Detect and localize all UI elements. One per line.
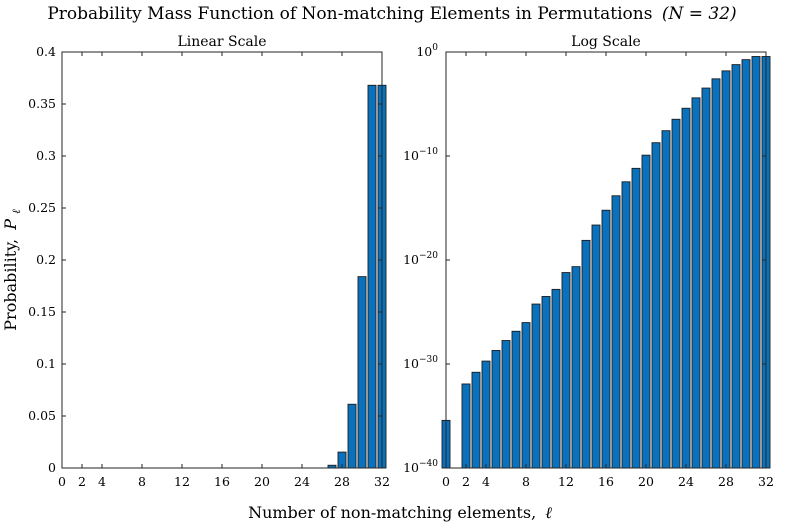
log-ytick-base: 10 <box>403 252 419 267</box>
linear-bar-30 <box>357 276 367 469</box>
log-xtick-label: 8 <box>522 474 530 489</box>
log-bar-16 <box>601 209 611 469</box>
y-axis-label-text: Probability, <box>1 239 20 331</box>
log-xtick-label: 28 <box>718 474 734 489</box>
log-xtick-label: 20 <box>638 474 654 489</box>
x-axis-label: Number of non-matching elements, ℓ <box>248 503 552 522</box>
log-bar-3 <box>471 371 481 469</box>
log-ytick-base: 10 <box>403 460 419 475</box>
linear-xtick-label: 16 <box>214 474 230 489</box>
linear-ytick-label: 0.25 <box>28 200 56 215</box>
log-ytick-exponent: −10 <box>419 147 438 157</box>
log-ytick-base: 10 <box>416 44 432 59</box>
log-xtick-label: 32 <box>758 474 774 489</box>
log-ytick-exponent: 0 <box>432 43 438 53</box>
log-bar-24 <box>681 107 691 469</box>
log-bar-20 <box>641 154 651 469</box>
log-bar-7 <box>511 330 521 469</box>
linear-bar-29 <box>347 403 357 469</box>
figure-title-math: (N = 32) <box>662 4 737 24</box>
linear-xtick-label: 4 <box>98 474 106 489</box>
log-bar-15 <box>591 224 601 469</box>
figure-title-text: Probability Mass Function of Non-matchin… <box>47 4 652 24</box>
log-ytick-exponent: −30 <box>419 355 438 365</box>
linear-ytick-label: 0.15 <box>28 304 56 319</box>
log-bar-13 <box>571 266 581 469</box>
linear-ytick-label: 0.1 <box>36 356 56 371</box>
linear-xtick-label: 2 <box>78 474 86 489</box>
log-bar-31 <box>751 56 761 469</box>
log-bar-19 <box>631 167 641 469</box>
log-xtick-label: 12 <box>558 474 574 489</box>
log-ytick-base: 10 <box>403 356 419 371</box>
log-xtick-label: 0 <box>442 474 450 489</box>
log-bar-27 <box>711 78 721 469</box>
log-bar-2 <box>461 383 471 469</box>
linear-bar-31 <box>367 84 377 469</box>
log-ytick-exponent: −20 <box>419 251 438 261</box>
linear-xtick-label: 32 <box>374 474 390 489</box>
log-ytick-label: 10−10 <box>403 147 438 163</box>
log-bar-22 <box>661 130 671 469</box>
log-bar-11 <box>551 288 561 469</box>
linear-xtick-label: 8 <box>138 474 146 489</box>
log-bar-6 <box>501 340 511 469</box>
log-bar-14 <box>581 239 591 469</box>
x-axis-label-text: Number of non-matching elements, <box>248 503 536 522</box>
linear-ytick-label: 0.4 <box>36 44 56 59</box>
linear-ytick-label: 0.2 <box>36 252 56 267</box>
log-bar-23 <box>671 118 681 469</box>
log-bar-9 <box>531 303 541 469</box>
log-xtick-label: 24 <box>678 474 694 489</box>
log-panel-title: Log Scale <box>571 34 641 50</box>
linear-panel-title: Linear Scale <box>177 34 266 50</box>
log-bar-29 <box>731 64 741 469</box>
log-bar-26 <box>701 87 711 469</box>
log-xtick-label: 4 <box>482 474 490 489</box>
log-bar-30 <box>741 59 751 469</box>
linear-ytick-label: 0 <box>48 460 56 475</box>
log-ytick-label: 10−30 <box>403 355 438 371</box>
linear-ytick-label: 0.05 <box>28 408 56 423</box>
log-ytick-exponent: −40 <box>419 459 438 469</box>
log-bar-4 <box>481 360 491 469</box>
log-bar-25 <box>691 97 701 469</box>
linear-xtick-label: 28 <box>334 474 350 489</box>
linear-ytick-label: 0.3 <box>36 148 56 163</box>
log-bar-17 <box>611 195 621 469</box>
x-axis-label-symbol: ℓ <box>545 503 552 522</box>
log-bar-21 <box>651 142 661 469</box>
log-xtick-label: 16 <box>598 474 614 489</box>
log-ytick-label: 10−20 <box>403 251 438 267</box>
log-bar-10 <box>541 296 551 469</box>
linear-xtick-label: 0 <box>58 474 66 489</box>
log-bar-18 <box>621 181 631 469</box>
log-ytick-label: 10−40 <box>403 459 438 475</box>
linear-xtick-label: 20 <box>254 474 270 489</box>
log-xtick-label: 2 <box>462 474 470 489</box>
log-ytick-base: 10 <box>403 148 419 163</box>
log-bar-8 <box>521 322 531 469</box>
y-axis-label: Probability, P ℓ <box>1 209 23 331</box>
linear-ytick-label: 0.35 <box>28 96 56 111</box>
linear-plot-area <box>61 51 383 469</box>
log-bar-12 <box>561 272 571 469</box>
y-axis-label-subscript: ℓ <box>10 209 23 214</box>
linear-xtick-label: 12 <box>174 474 190 489</box>
y-axis-label-symbol: P <box>1 219 20 231</box>
log-ytick-label: 100 <box>416 43 438 59</box>
log-bar-5 <box>491 350 501 469</box>
log-bar-28 <box>721 70 731 469</box>
linear-xtick-label: 24 <box>294 474 310 489</box>
figure-title: Probability Mass Function of Non-matchin… <box>47 4 736 24</box>
